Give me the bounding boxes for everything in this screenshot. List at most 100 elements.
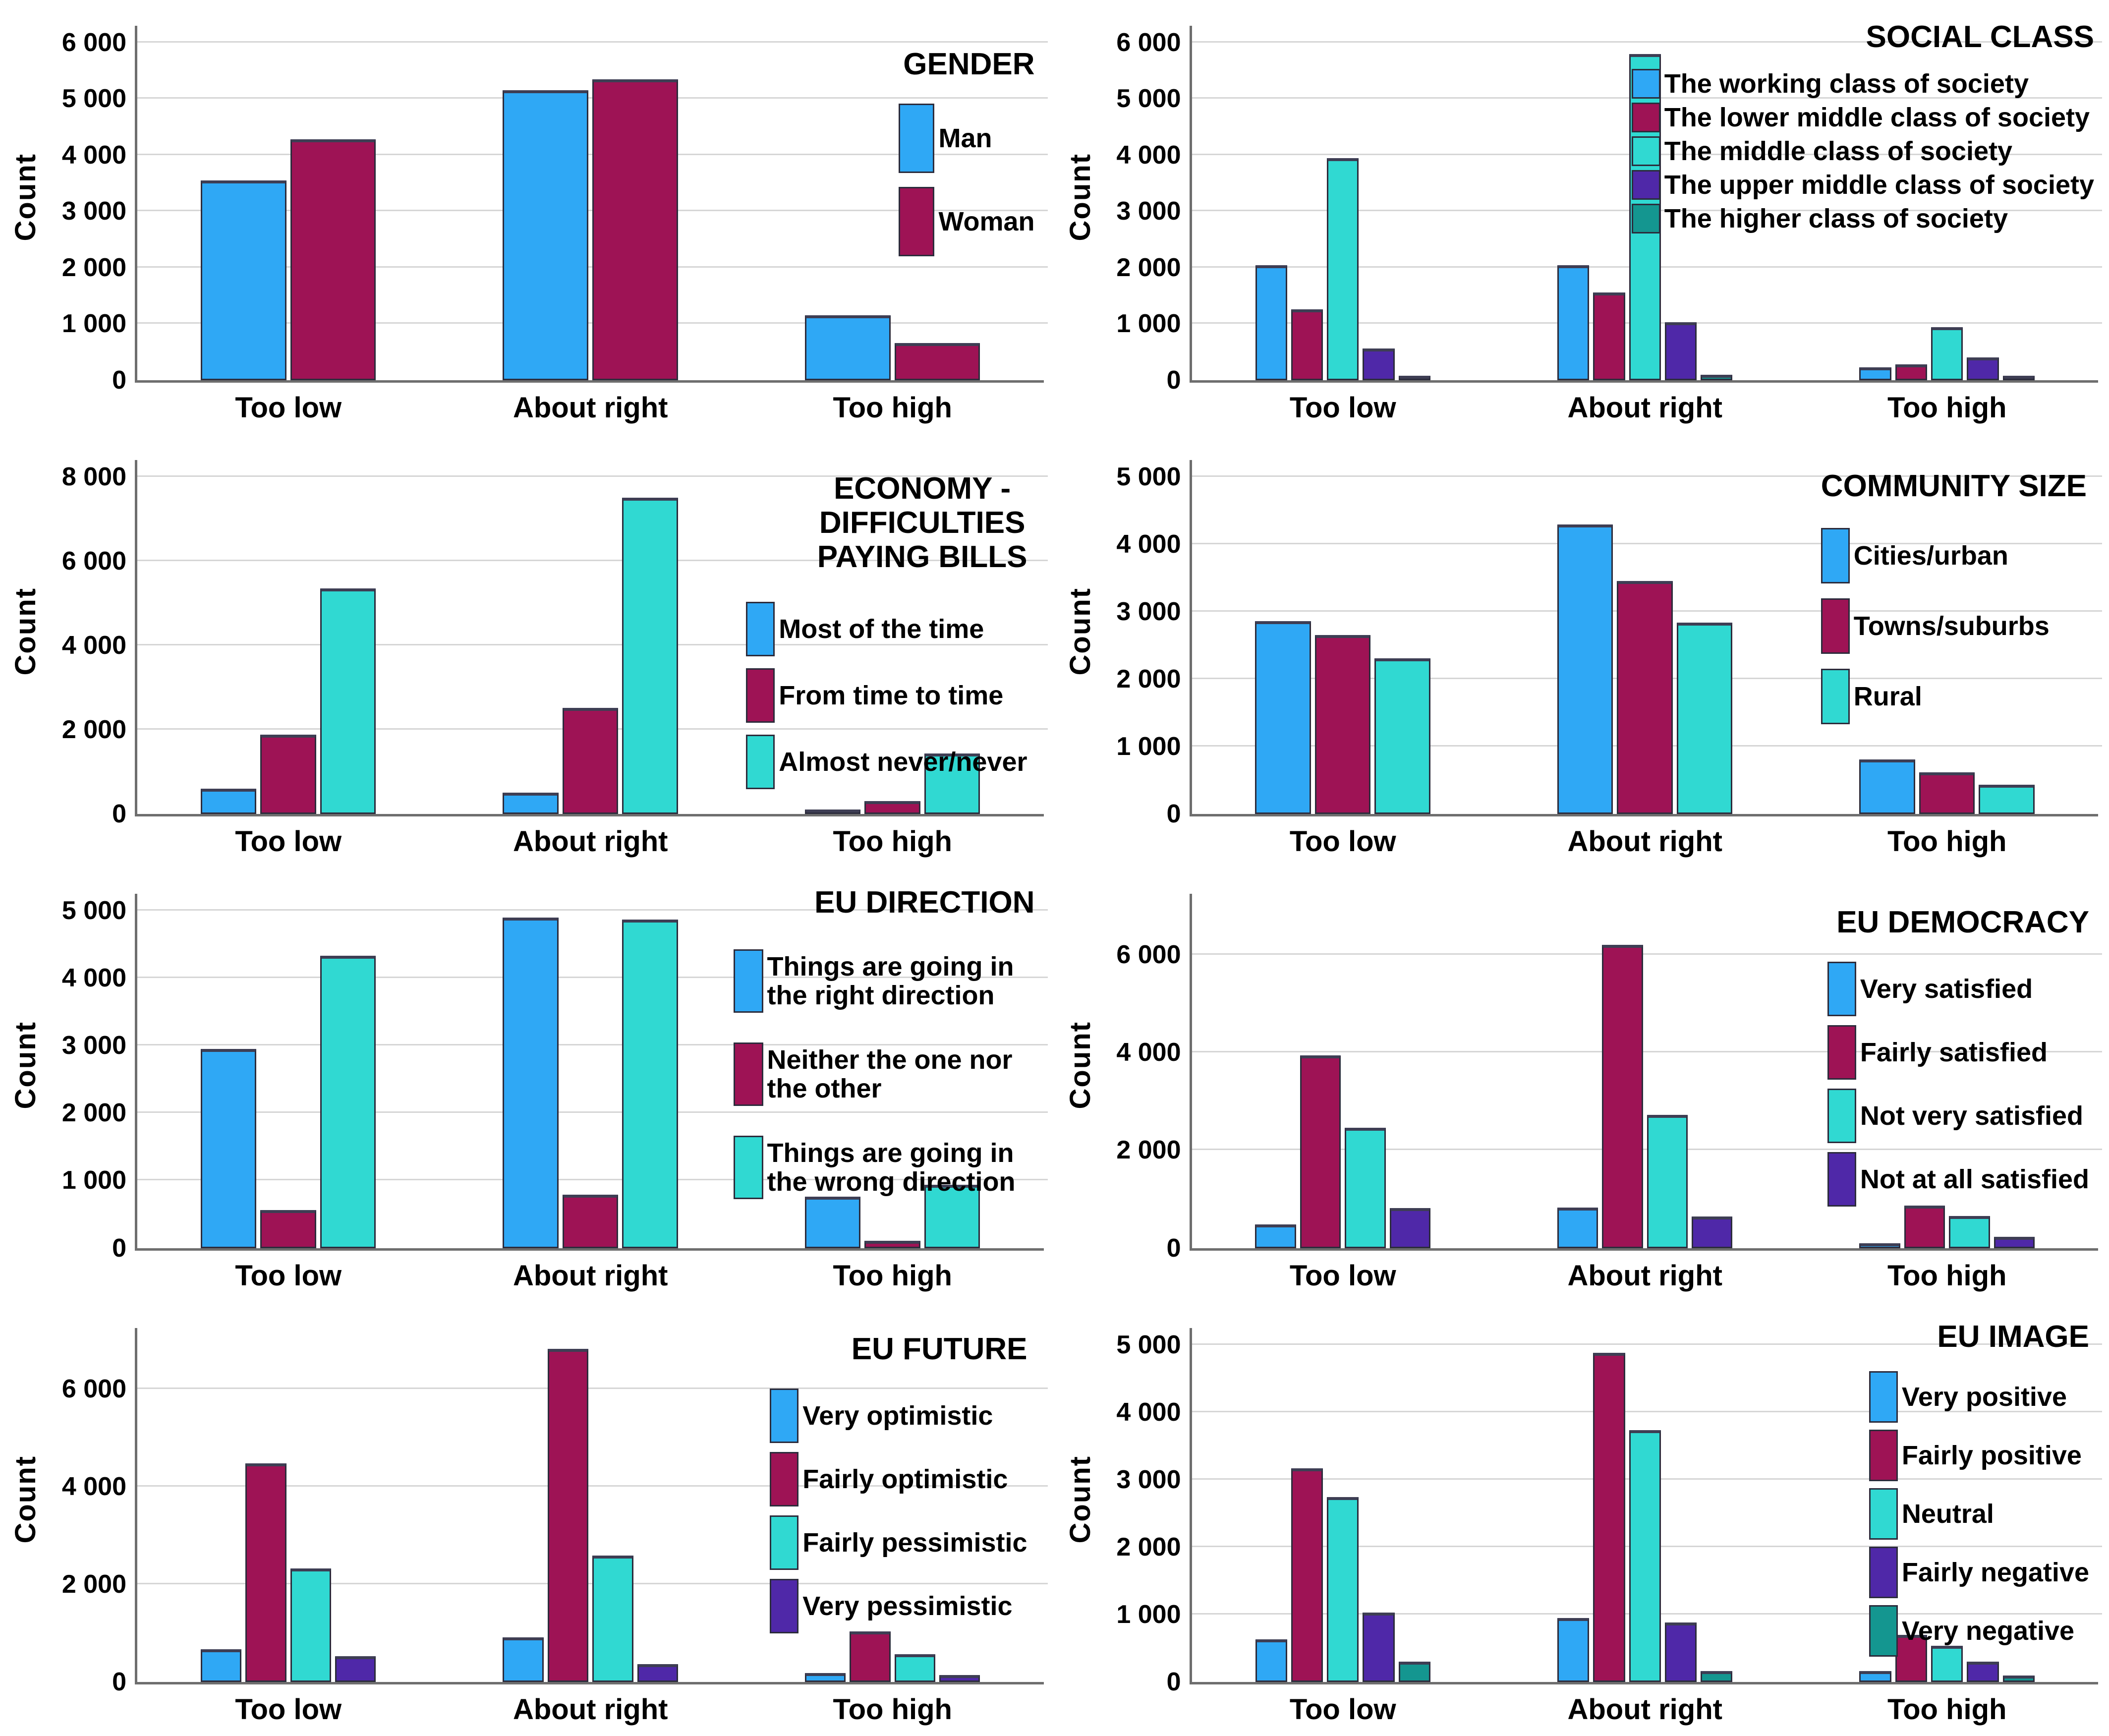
legend-item: Very satisfied bbox=[1827, 962, 2089, 1017]
bar-group bbox=[741, 1328, 1043, 1682]
legend-item: Woman bbox=[899, 187, 1035, 257]
plot-area: 0 2 000 4 000 6 000 8 000 Too low About right T… bbox=[62, 460, 1048, 858]
legend-swatch bbox=[899, 187, 935, 257]
x-tick-label: About right bbox=[513, 391, 668, 424]
legend-swatch bbox=[1827, 1089, 1856, 1144]
bar bbox=[1593, 1352, 1625, 1682]
bar bbox=[1931, 1645, 1963, 1682]
x-tick-label: Too high bbox=[1887, 1259, 2007, 1292]
legend-label: Very optimistic bbox=[802, 1400, 993, 1431]
bar bbox=[1931, 327, 1963, 380]
legend-swatch bbox=[733, 949, 763, 1013]
legend-label: The middle class of society bbox=[1664, 136, 2012, 167]
bar bbox=[562, 707, 619, 814]
x-tick-label: About right bbox=[1567, 1693, 1722, 1726]
bar bbox=[1363, 1612, 1395, 1682]
y-tick-label: 4 000 bbox=[61, 964, 126, 993]
chart-panel-eu-direction: Count 0 1 000 2 000 3 000 4 000 5 000 Too low Ab… bbox=[0, 868, 1055, 1302]
legend: COMMUNITY SIZE Cities/urban Towns/suburbs R… bbox=[1821, 469, 2087, 724]
plot-area: 0 1 000 2 000 3 000 4 000 5 000 6 000 Too low Ab… bbox=[62, 26, 1048, 424]
bar-group bbox=[137, 26, 439, 380]
y-tick-label: 6 000 bbox=[61, 1374, 126, 1403]
legend-item: Very pessimistic bbox=[770, 1578, 1027, 1633]
legend: EU IMAGE Very positive Fairly positive Neut… bbox=[1869, 1320, 2089, 1657]
y-tick-label: 3 000 bbox=[61, 197, 126, 226]
legend-label: Things are going in the wrong direction bbox=[767, 1138, 1016, 1197]
y-axis-title: Count bbox=[1064, 153, 1096, 241]
chart-title: ECONOMY - DIFFICULTIES PAYING BILLS bbox=[817, 471, 1027, 575]
y-tick-label: 5 000 bbox=[1116, 462, 1181, 491]
bar bbox=[622, 919, 678, 1248]
legend: EU FUTURE Very optimistic Fairly optimisti… bbox=[770, 1332, 1027, 1633]
bar-group bbox=[1192, 894, 1494, 1248]
bar bbox=[1398, 1662, 1430, 1682]
chart-title: EU DEMOCRACY bbox=[1836, 905, 2089, 939]
x-tick-label: Too low bbox=[235, 1693, 342, 1726]
chart-panel-economy-bills: Count 0 2 000 4 000 6 000 8 000 Too low About r… bbox=[0, 434, 1055, 868]
y-axis-title: Count bbox=[9, 1455, 42, 1544]
gridline bbox=[137, 559, 1048, 561]
bar-group bbox=[137, 460, 439, 814]
bar bbox=[1701, 374, 1733, 380]
bar bbox=[562, 1195, 619, 1248]
bar bbox=[1398, 375, 1430, 380]
legend-swatch bbox=[770, 1451, 799, 1506]
y-tick-label: 0 bbox=[1166, 1233, 1181, 1263]
chart-panel-eu-image: Count 0 1 000 2 000 3 000 4 000 5 000 Too low Ab… bbox=[1055, 1302, 2109, 1736]
bar-group bbox=[1494, 460, 1796, 814]
legend-label: The working class of society bbox=[1664, 69, 2029, 99]
legend-items: Very optimistic Fairly optimistic Fairly p… bbox=[770, 1388, 1027, 1633]
chart-title: SOCIAL CLASS bbox=[1866, 20, 2094, 54]
y-tick-label: 6 000 bbox=[61, 28, 126, 58]
bar bbox=[1374, 658, 1430, 814]
y-tick-label: 1 000 bbox=[1116, 309, 1181, 339]
bar-group bbox=[1796, 894, 2098, 1248]
y-tick-label: 1 000 bbox=[1116, 732, 1181, 761]
legend-item: Things are going in the wrong direction bbox=[733, 1136, 1035, 1200]
bar bbox=[1664, 322, 1697, 380]
y-tick-label: 0 bbox=[112, 1668, 126, 1696]
bar bbox=[2002, 1676, 2035, 1682]
chart-panel-community-size: Count 0 1 000 2 000 3 000 4 000 5 000 Too low Ab… bbox=[1055, 434, 2109, 868]
y-tick-label: 1 000 bbox=[1116, 1600, 1181, 1629]
legend-label: The higher class of society bbox=[1664, 204, 2008, 234]
legend-item: Neither the one nor the other bbox=[733, 1042, 1035, 1106]
chart-title: COMMUNITY SIZE bbox=[1821, 468, 2087, 503]
y-tick-label: 2 000 bbox=[61, 253, 126, 282]
legend-swatch bbox=[1631, 103, 1660, 133]
bar bbox=[1363, 348, 1395, 380]
legend-swatch bbox=[1631, 170, 1660, 200]
legend-label: Towns/suburbs bbox=[1853, 611, 2050, 641]
bar bbox=[1327, 158, 1359, 380]
gridline bbox=[1192, 542, 2102, 544]
bar-group bbox=[741, 26, 1043, 380]
y-tick-label: 2 000 bbox=[1116, 664, 1181, 694]
y-tick-label: 0 bbox=[112, 800, 126, 828]
bar bbox=[1617, 581, 1673, 814]
x-tick-label: About right bbox=[513, 1693, 668, 1726]
y-tick-label: 0 bbox=[1166, 1668, 1181, 1696]
legend-item: Neutral bbox=[1869, 1488, 2089, 1540]
bar bbox=[1895, 364, 1928, 380]
bar bbox=[1859, 367, 1891, 380]
y-tick-label: 0 bbox=[112, 365, 126, 395]
bar bbox=[1291, 1468, 1323, 1682]
legend-item: Not at all satisfied bbox=[1827, 1152, 2089, 1207]
y-tick-label: 0 bbox=[1166, 800, 1181, 828]
y-tick-label: 2 000 bbox=[61, 1099, 126, 1128]
bar bbox=[1664, 1622, 1697, 1682]
legend: GENDER Man Woman bbox=[899, 47, 1035, 257]
bar bbox=[335, 1656, 376, 1682]
bar bbox=[1895, 1634, 1928, 1682]
legend-swatch bbox=[770, 1515, 799, 1570]
legend-item: The higher class of society bbox=[1631, 204, 2094, 234]
bar-group bbox=[1494, 894, 1796, 1248]
legend-swatch bbox=[1827, 1152, 1856, 1207]
y-tick-label: 5 000 bbox=[1116, 1330, 1181, 1359]
chart-title: EU FUTURE bbox=[851, 1331, 1027, 1366]
y-tick-label: 4 000 bbox=[61, 631, 126, 660]
bar-group bbox=[439, 894, 741, 1248]
bar-group bbox=[137, 894, 439, 1248]
bar bbox=[1255, 1639, 1287, 1682]
bar bbox=[1676, 622, 1733, 814]
